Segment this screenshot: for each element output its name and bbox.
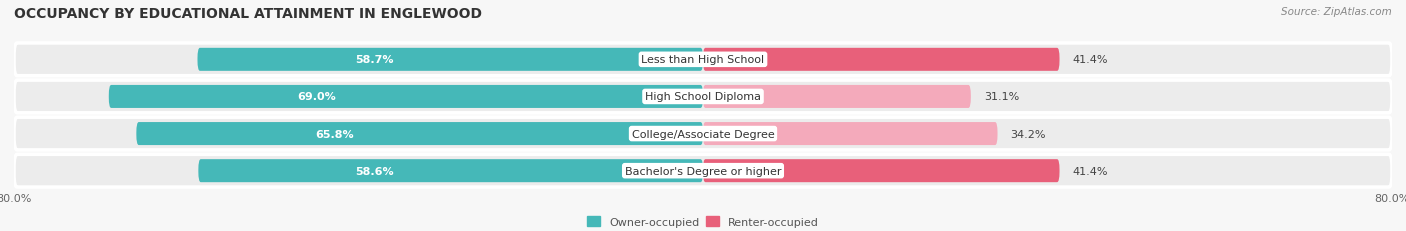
FancyBboxPatch shape — [14, 155, 1392, 187]
Legend: Owner-occupied, Renter-occupied: Owner-occupied, Renter-occupied — [582, 212, 824, 231]
Text: 58.6%: 58.6% — [356, 166, 394, 176]
FancyBboxPatch shape — [14, 44, 1392, 76]
Text: 31.1%: 31.1% — [984, 92, 1019, 102]
Text: Less than High School: Less than High School — [641, 55, 765, 65]
FancyBboxPatch shape — [703, 49, 1060, 72]
Text: Source: ZipAtlas.com: Source: ZipAtlas.com — [1281, 7, 1392, 17]
FancyBboxPatch shape — [703, 159, 1060, 182]
FancyBboxPatch shape — [197, 49, 703, 72]
FancyBboxPatch shape — [136, 122, 703, 146]
Text: Bachelor's Degree or higher: Bachelor's Degree or higher — [624, 166, 782, 176]
Text: 41.4%: 41.4% — [1073, 166, 1108, 176]
FancyBboxPatch shape — [198, 159, 703, 182]
Text: College/Associate Degree: College/Associate Degree — [631, 129, 775, 139]
FancyBboxPatch shape — [14, 81, 1392, 113]
Text: OCCUPANCY BY EDUCATIONAL ATTAINMENT IN ENGLEWOOD: OCCUPANCY BY EDUCATIONAL ATTAINMENT IN E… — [14, 7, 482, 21]
Text: 34.2%: 34.2% — [1011, 129, 1046, 139]
Text: High School Diploma: High School Diploma — [645, 92, 761, 102]
Text: 41.4%: 41.4% — [1073, 55, 1108, 65]
FancyBboxPatch shape — [703, 85, 970, 109]
Text: 65.8%: 65.8% — [315, 129, 354, 139]
Text: 58.7%: 58.7% — [356, 55, 394, 65]
FancyBboxPatch shape — [14, 118, 1392, 150]
Text: 69.0%: 69.0% — [298, 92, 336, 102]
FancyBboxPatch shape — [108, 85, 703, 109]
FancyBboxPatch shape — [703, 122, 997, 146]
